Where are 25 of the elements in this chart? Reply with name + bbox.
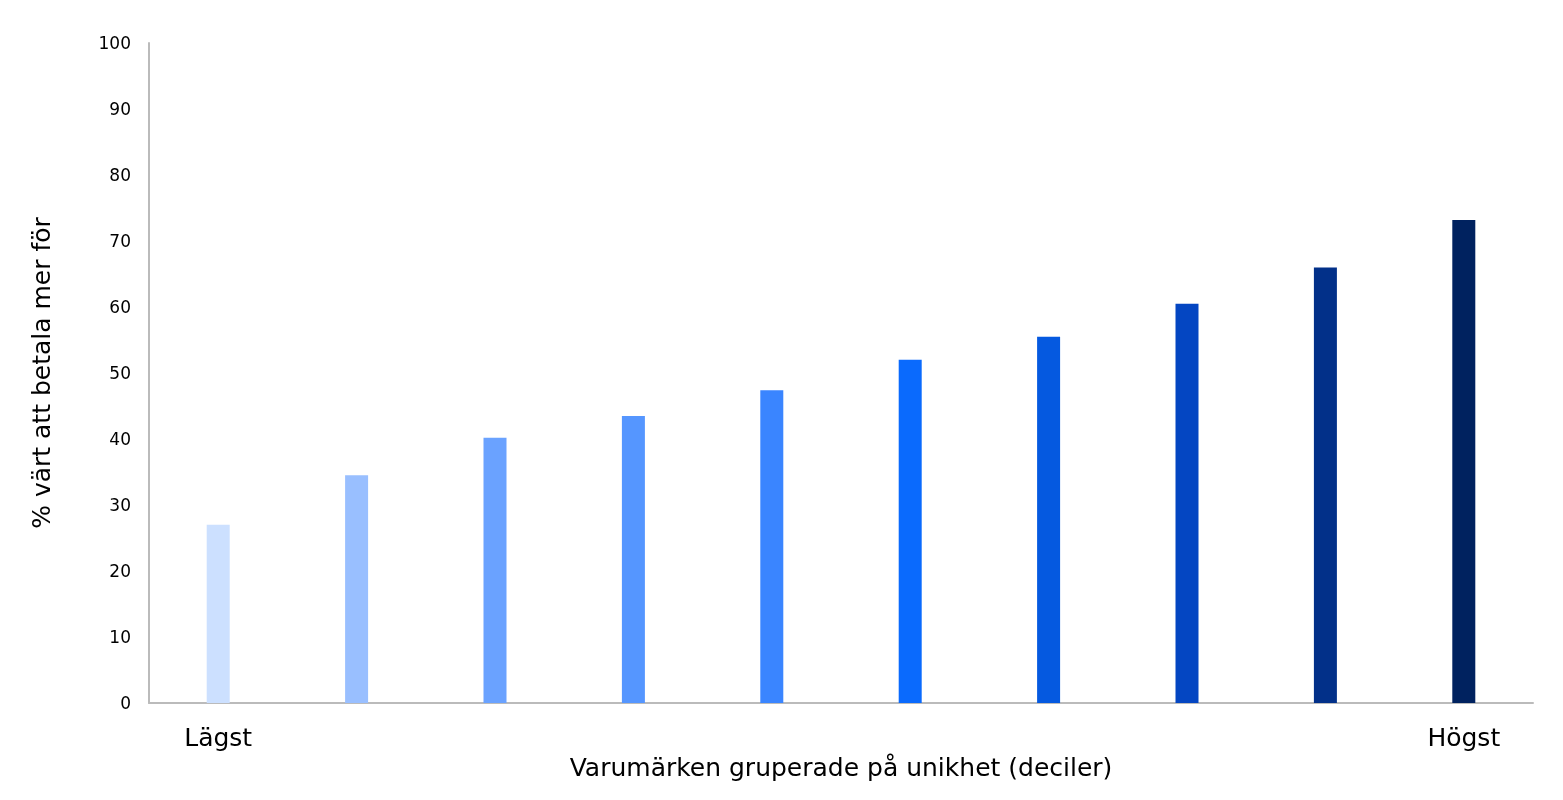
bar (898, 359, 922, 703)
y-tick-label: 90 (109, 99, 131, 119)
bar (1452, 219, 1476, 703)
x-tick-label: Lägst (184, 723, 253, 752)
y-tick-label: 10 (109, 627, 131, 647)
y-tick-label: 20 (109, 561, 131, 581)
y-tick-label: 80 (109, 165, 131, 185)
y-axis-title: % värt att betala mer för (27, 216, 56, 529)
bar (345, 475, 369, 703)
y-tick-label: 60 (109, 297, 131, 317)
y-tick-label: 50 (109, 363, 131, 383)
bar (1175, 303, 1199, 703)
y-tick-label: 30 (109, 495, 131, 515)
y-tick-label: 0 (120, 693, 131, 713)
x-axis-title: Varumärken gruperade på unikhet (deciler) (569, 752, 1113, 782)
y-tick-label: 70 (109, 231, 131, 251)
bar (483, 437, 507, 703)
y-tick-label: 100 (98, 33, 131, 53)
bar (621, 415, 645, 703)
bar (760, 390, 784, 703)
bar (206, 524, 230, 703)
x-tick-label: Högst (1427, 723, 1501, 752)
y-tick-label: 40 (109, 429, 131, 449)
bar (1037, 336, 1061, 703)
bar (1313, 267, 1337, 703)
